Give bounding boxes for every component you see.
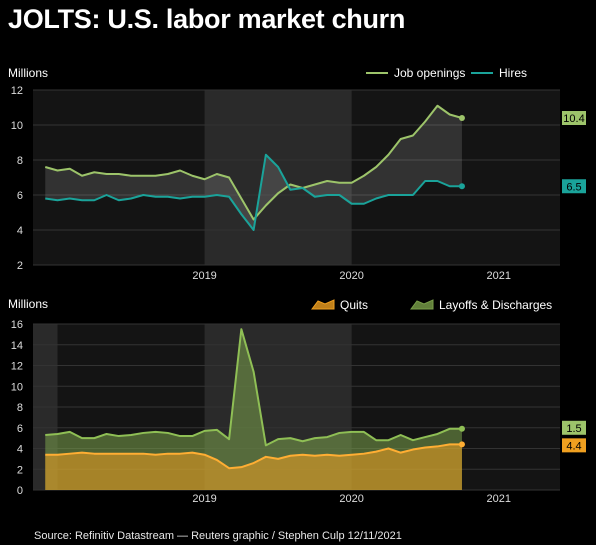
- panel-openings-hires: 2 4 6 8 10 12 2019 2020 2021 Millions 10.4 6.5 Job o…: [8, 66, 586, 282]
- y-tick-label: 4: [17, 444, 23, 456]
- y-tick-label: 14: [11, 340, 23, 352]
- end-label-box: [562, 420, 586, 435]
- y-tick-label: 2: [17, 260, 23, 272]
- end-label-box: [562, 179, 586, 194]
- y-tick-label: 12: [11, 85, 23, 97]
- legend-label: Quits: [340, 298, 368, 312]
- x-tick-label: 2019: [192, 493, 216, 505]
- y-tick-label: 8: [17, 402, 23, 414]
- area-layoffs-discharges: [45, 329, 462, 490]
- unit-label: Millions: [8, 297, 48, 311]
- y-tick-label: 6: [17, 190, 23, 202]
- end-value-label: 10.4: [563, 113, 584, 125]
- source-note: Source: Refinitiv Datastream — Reuters g…: [34, 530, 402, 542]
- x-tick-label: 2019: [192, 270, 216, 282]
- legend-label: Hires: [499, 66, 527, 80]
- legend-swatch: [311, 299, 335, 310]
- x-tick-label: 2020: [339, 270, 363, 282]
- panel-quits-layoffs: 0 2 4 6 8 10 12 14 16 2019 2020 2021 Millions 1.5 4.4 Q…: [8, 297, 586, 505]
- chart-title: JOLTS: U.S. labor market churn: [8, 4, 406, 34]
- x-tick-label: 2021: [486, 493, 510, 505]
- end-value-label: 6.5: [566, 181, 581, 193]
- gap-fill: [45, 105, 462, 230]
- y-tick-label: 10: [11, 120, 23, 132]
- data-point: [458, 115, 465, 121]
- area-quits: [45, 444, 462, 490]
- data-point: [458, 425, 465, 432]
- x-tick-label: 2020: [339, 493, 363, 505]
- y-tick-label: 6: [17, 423, 23, 435]
- legend-label: Layoffs & Discharges: [439, 298, 552, 312]
- end-label-box: [562, 438, 586, 453]
- y-tick-label: 4: [17, 225, 23, 237]
- legend-swatch: [410, 299, 434, 310]
- y-tick-label: 12: [11, 361, 23, 373]
- y-tick-label: 2: [17, 464, 23, 476]
- data-point: [458, 441, 465, 448]
- data-point: [458, 183, 465, 190]
- unit-label: Millions: [8, 66, 48, 80]
- end-value-label: 1.5: [566, 423, 581, 435]
- y-tick-label: 8: [17, 155, 23, 167]
- y-tick-label: 10: [11, 381, 23, 393]
- y-tick-label: 16: [11, 319, 23, 331]
- end-value-label: 4.4: [566, 440, 581, 452]
- y-tick-label: 0: [17, 485, 23, 497]
- end-label-box: [562, 111, 586, 125]
- x-tick-label: 2021: [486, 270, 510, 282]
- legend-label: Job openings: [394, 66, 465, 80]
